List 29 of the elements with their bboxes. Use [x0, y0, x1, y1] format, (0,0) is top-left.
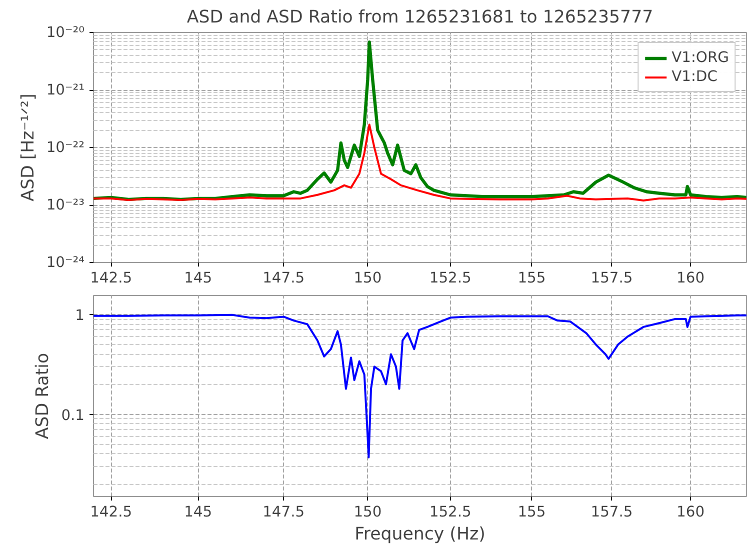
x-tick-label: 152.5: [429, 270, 472, 286]
y-tick-label: 1: [75, 306, 85, 324]
x-tick-label: 155: [518, 270, 546, 286]
y-tick-label: 0.1: [61, 406, 85, 424]
x-axis-title: Frequency (Hz): [354, 524, 486, 544]
legend-label: V1:ORG: [672, 49, 729, 66]
x-tick-label: 160: [676, 504, 705, 520]
x-tick-label: 147.5: [262, 504, 305, 520]
y-tick-label: 10⁻²⁰: [46, 24, 85, 41]
x-tick-label: 150: [354, 504, 382, 520]
x-tick-label: 145: [184, 504, 212, 520]
x-tick-label: 160: [676, 270, 705, 286]
y-axis-title: ASD [Hz⁻¹ᐟ²]: [18, 94, 38, 202]
y-tick-label: 10⁻²⁴: [46, 254, 85, 271]
legend-label: V1:DC: [672, 68, 718, 85]
chart-title: ASD and ASD Ratio from 1265231681 to 1265235777: [186, 8, 654, 28]
x-tick-label: 147.5: [262, 270, 305, 286]
y-tick-label: 10⁻²¹: [46, 82, 85, 98]
x-tick-label: 157.5: [590, 504, 633, 520]
x-tick-label: 157.5: [590, 270, 633, 286]
x-tick-label: 142.5: [90, 270, 132, 286]
x-tick-label: 150: [354, 270, 382, 286]
x-tick-label: 152.5: [429, 504, 472, 520]
x-tick-label: 145: [184, 270, 212, 286]
y-tick-label: 10⁻²³: [46, 196, 85, 214]
y-axis-title: ASD Ratio: [33, 352, 54, 440]
y-tick-label: 10⁻²²: [46, 139, 85, 156]
x-tick-label: 142.5: [90, 504, 132, 520]
x-tick-label: 155: [518, 504, 546, 520]
